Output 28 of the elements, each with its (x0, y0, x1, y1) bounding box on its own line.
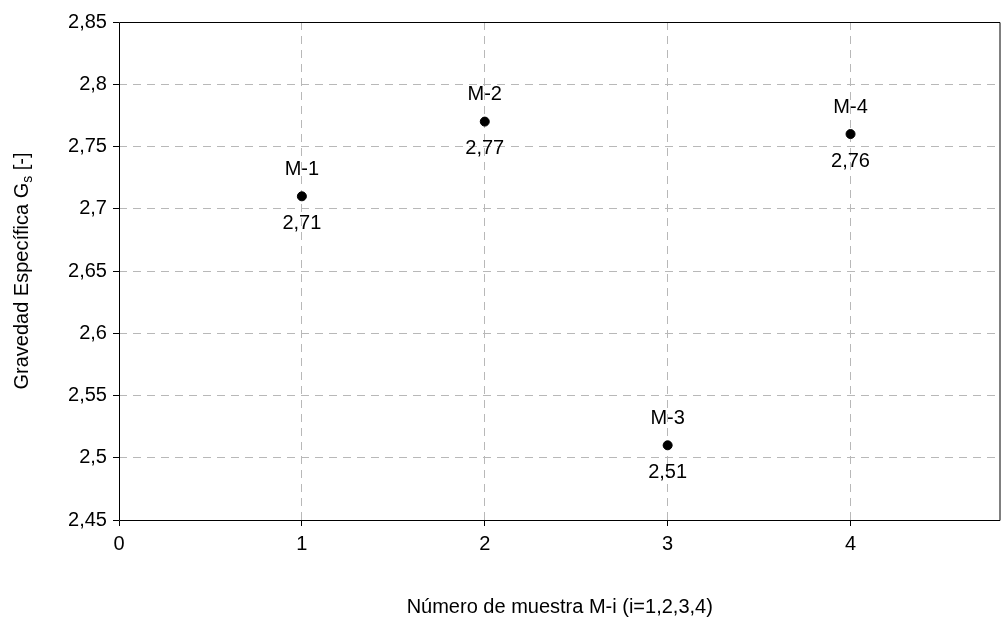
y-tick-label: 2,8 (79, 71, 107, 94)
point (296, 191, 307, 202)
data-label: 2,76 (831, 148, 870, 171)
data-label: 2,71 (282, 210, 322, 233)
x-tick-label: 1 (296, 531, 308, 554)
annotation: M-4 (833, 94, 868, 117)
point (845, 129, 856, 140)
x-tick-label: 4 (844, 531, 857, 554)
data-label: 2,77 (465, 136, 505, 159)
y-tick-label: 2,85 (68, 9, 107, 32)
point (662, 440, 673, 451)
y-axis-title: Gravedad Específica Gs [-] (9, 152, 35, 390)
data-label: 2,51 (648, 459, 688, 482)
x-tick-label: 3 (662, 531, 674, 554)
x-axis-title: Número de muestra M-i (i=1,2,3,4) (406, 594, 713, 617)
y-tick-label: 2,6 (79, 320, 107, 343)
point (479, 116, 490, 127)
x-tick-label: 0 (113, 531, 125, 554)
y-tick-label: 2,55 (68, 383, 107, 406)
y-tick-label: 2,5 (79, 445, 107, 468)
annotation: M-2 (467, 82, 502, 105)
annotation: M-3 (650, 405, 685, 428)
y-tick-label: 2,7 (79, 196, 107, 219)
y-tick-label: 2,65 (68, 258, 107, 281)
annotation: M-1 (284, 156, 320, 179)
y-tick-label: 2,45 (68, 507, 107, 530)
y-tick-label: 2,75 (68, 134, 107, 157)
x-tick-label: 2 (479, 531, 491, 554)
